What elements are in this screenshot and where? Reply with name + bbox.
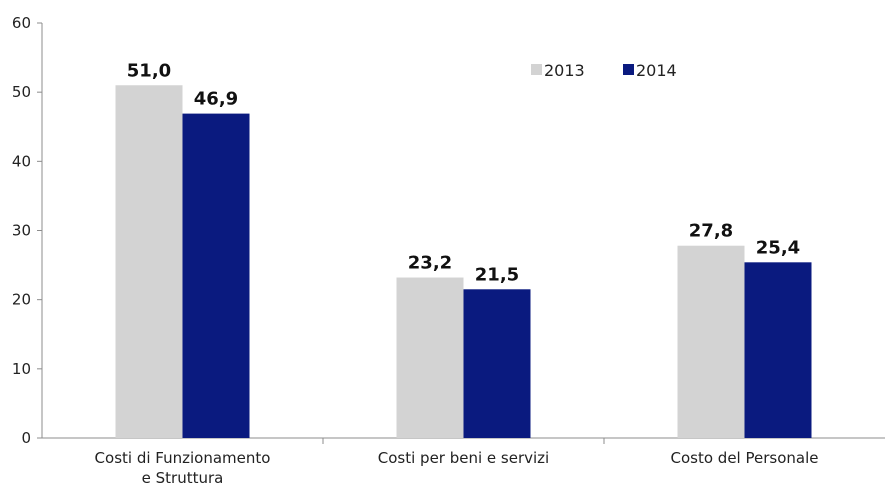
data-label: 21,5 bbox=[475, 264, 519, 285]
y-tick-label: 30 bbox=[12, 222, 31, 240]
legend-label: 2014 bbox=[636, 61, 677, 80]
data-label: 46,9 bbox=[194, 89, 238, 110]
legend-swatch-2013 bbox=[531, 64, 542, 75]
data-label: 25,4 bbox=[756, 237, 800, 258]
data-labels: 51,0 46,9 23,2 21,5 27,8 25,4 bbox=[127, 60, 800, 285]
y-tick-label: 40 bbox=[12, 152, 31, 170]
bar-2014 bbox=[463, 289, 531, 438]
x-tick-label: Costi di Funzionamento bbox=[95, 449, 271, 467]
bar-2014 bbox=[182, 113, 250, 438]
bar-2013 bbox=[115, 85, 183, 438]
y-tick-label: 10 bbox=[12, 360, 31, 378]
bar-2013 bbox=[677, 245, 745, 438]
bar-2013 bbox=[396, 277, 464, 438]
x-tick-label: Costo del Personale bbox=[671, 449, 819, 467]
y-tick-label: 0 bbox=[21, 429, 31, 447]
x-tick-label: e Struttura bbox=[142, 469, 224, 485]
data-label: 27,8 bbox=[689, 221, 733, 242]
legend-swatch-2014 bbox=[623, 64, 634, 75]
legend: 2013 2014 bbox=[531, 61, 677, 80]
data-label: 51,0 bbox=[127, 60, 171, 81]
y-tick-label: 50 bbox=[12, 83, 31, 101]
data-label: 23,2 bbox=[408, 253, 452, 274]
legend-label: 2013 bbox=[544, 61, 585, 80]
axes: 0 10 20 30 40 50 60 Costi di Funzionamento e Str… bbox=[12, 14, 885, 485]
y-tick-label: 20 bbox=[12, 291, 31, 309]
bar-2014 bbox=[744, 262, 812, 438]
bars bbox=[115, 85, 812, 438]
x-tick-label: Costi per beni e servizi bbox=[378, 449, 549, 467]
y-tick-label: 60 bbox=[12, 14, 31, 32]
